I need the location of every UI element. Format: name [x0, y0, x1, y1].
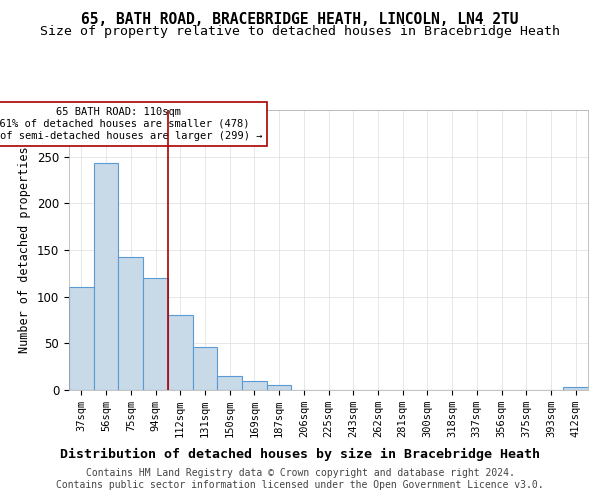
Bar — [168, 316, 193, 390]
Text: Size of property relative to detached houses in Bracebridge Heath: Size of property relative to detached ho… — [40, 25, 560, 38]
Text: Contains HM Land Registry data © Crown copyright and database right 2024.
Contai: Contains HM Land Registry data © Crown c… — [56, 468, 544, 490]
Bar — [217, 376, 242, 390]
Bar — [69, 288, 94, 390]
Text: 65 BATH ROAD: 110sqm
← 61% of detached houses are smaller (478)
38% of semi-deta: 65 BATH ROAD: 110sqm ← 61% of detached h… — [0, 108, 262, 140]
Bar — [267, 386, 292, 390]
Bar — [193, 347, 217, 390]
Bar — [242, 380, 267, 390]
Text: 65, BATH ROAD, BRACEBRIDGE HEATH, LINCOLN, LN4 2TU: 65, BATH ROAD, BRACEBRIDGE HEATH, LINCOL… — [81, 12, 519, 28]
Y-axis label: Number of detached properties: Number of detached properties — [19, 146, 31, 354]
Bar — [143, 278, 168, 390]
Bar — [118, 256, 143, 390]
Text: Distribution of detached houses by size in Bracebridge Heath: Distribution of detached houses by size … — [60, 448, 540, 460]
Bar — [94, 163, 118, 390]
Bar — [563, 387, 588, 390]
